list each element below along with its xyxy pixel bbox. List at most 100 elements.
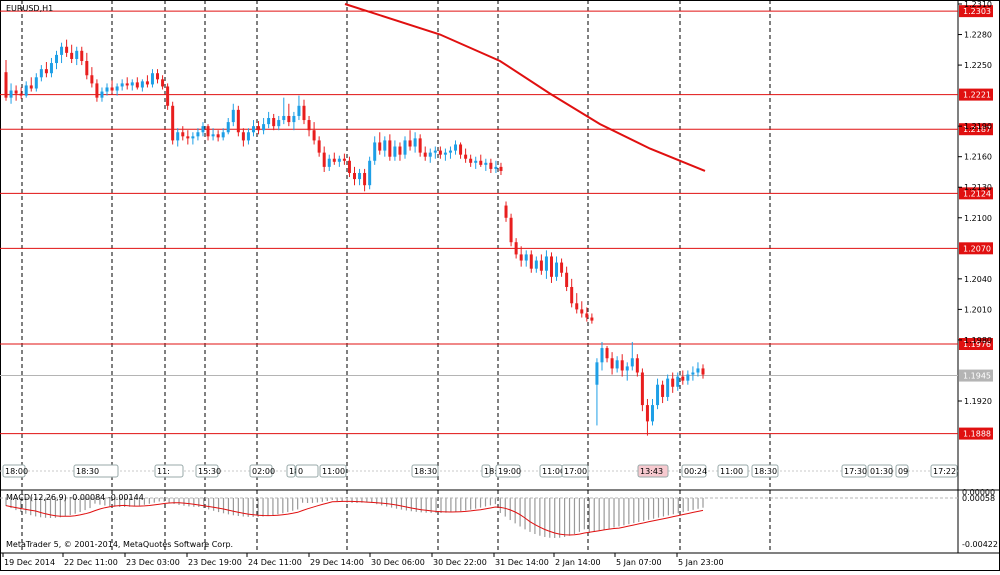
event-marker[interactable]: [717, 464, 749, 478]
candle-body: [474, 160, 478, 163]
candle-body: [590, 317, 594, 321]
candle-body: [661, 384, 665, 397]
event-marker[interactable]: [481, 464, 491, 478]
candle-body: [504, 205, 508, 218]
candle-body: [489, 162, 493, 169]
event-marker[interactable]: [751, 464, 779, 478]
event-marker[interactable]: [286, 464, 296, 478]
candle-body: [418, 138, 422, 153]
candle-body: [120, 83, 124, 87]
price-tag: [959, 242, 993, 255]
event-marker-label: 09: [898, 467, 908, 476]
event-marker-label: 17:30: [844, 467, 867, 476]
candle-body: [70, 52, 74, 59]
candle-body: [29, 85, 33, 89]
price-tick-label: 1.2280: [964, 31, 992, 40]
candle-body: [166, 86, 170, 106]
event-marker-label: 0: [298, 467, 303, 476]
candle-body: [610, 358, 614, 369]
event-marker[interactable]: [495, 464, 521, 478]
candle-body: [575, 303, 579, 310]
event-marker[interactable]: [867, 464, 893, 478]
price-tag-label: 1.2124: [963, 189, 991, 198]
event-marker-label: 19:00: [498, 467, 521, 476]
candle-body: [640, 372, 644, 406]
candle-body: [509, 217, 513, 243]
price-tick-label: 1.2100: [964, 214, 992, 223]
event-marker[interactable]: [561, 464, 589, 478]
price-tag-label: 1.1976: [963, 340, 991, 349]
price-tag-label: 1.2303: [963, 7, 991, 16]
candle-body: [560, 262, 564, 273]
time-tick-label: 19 Dec 2014: [4, 558, 55, 567]
event-marker[interactable]: [73, 464, 119, 478]
candle-body: [267, 118, 271, 125]
price-tag: [959, 187, 993, 200]
event-marker[interactable]: [154, 464, 184, 478]
price-tag-label: 1.2187: [963, 125, 991, 134]
candle-body: [337, 158, 341, 162]
candle-body: [671, 378, 675, 387]
macd-axis-label: 0.00058: [962, 494, 995, 503]
candle-body: [90, 75, 94, 84]
candle-body: [494, 166, 498, 169]
time-tick-label: 30 Dec 22:00: [433, 558, 487, 567]
candle-body: [105, 87, 109, 92]
candle-body: [443, 152, 447, 155]
event-marker-label: 00:24: [684, 467, 707, 476]
price-tag-label: 1.2221: [963, 91, 991, 100]
event-marker[interactable]: [895, 464, 909, 478]
time-tick-label: 29 Dec 14:00: [310, 558, 364, 567]
event-marker[interactable]: [2, 464, 26, 478]
candle-body: [428, 152, 432, 157]
candle-body: [181, 132, 185, 137]
price-tick-label: 1.2160: [964, 153, 992, 162]
candle-body: [75, 50, 79, 59]
candle-body: [241, 132, 245, 141]
candle-body: [625, 366, 629, 371]
candle-body: [479, 160, 483, 165]
event-marker-label: 18:30: [414, 467, 437, 476]
current-price-tag: [959, 369, 993, 382]
candle-body: [342, 158, 346, 161]
event-marker-label: 02:00: [252, 467, 275, 476]
candle-body: [635, 358, 639, 373]
event-marker-label: 11:: [157, 467, 170, 476]
event-marker[interactable]: [411, 464, 439, 478]
event-marker[interactable]: [319, 464, 347, 478]
candle-body: [534, 260, 538, 269]
event-marker-label: 11:00: [542, 467, 565, 476]
event-marker[interactable]: [295, 464, 319, 478]
time-tick-label: 22 Dec 11:00: [64, 558, 118, 567]
candle-body: [236, 109, 240, 133]
candle-body: [9, 90, 13, 98]
event-marker[interactable]: [637, 464, 669, 478]
event-marker-label: 18:00: [5, 467, 28, 476]
candle-body: [262, 124, 266, 131]
event-marker[interactable]: [195, 464, 219, 478]
event-marker[interactable]: [249, 464, 273, 478]
candle-body: [423, 152, 427, 157]
candle-body: [110, 87, 114, 91]
event-marker-label: 17:22: [933, 467, 956, 476]
candle-body: [459, 144, 463, 155]
candle-body: [246, 132, 250, 141]
candle-body: [393, 146, 397, 157]
event-marker[interactable]: [841, 464, 867, 478]
candle-body: [378, 142, 382, 151]
candle-body: [297, 105, 301, 116]
candle-body: [156, 73, 160, 80]
event-marker[interactable]: [930, 464, 958, 478]
candle-body: [327, 158, 331, 167]
event-marker[interactable]: [681, 464, 707, 478]
candle-body: [140, 81, 144, 88]
candle-body: [681, 376, 685, 381]
candle-body: [322, 152, 326, 167]
candle-body: [312, 130, 316, 141]
event-marker-label: 18:30: [754, 467, 777, 476]
candle-body: [630, 358, 634, 367]
candle-body: [464, 154, 468, 159]
event-marker-label: 15:30: [198, 467, 221, 476]
